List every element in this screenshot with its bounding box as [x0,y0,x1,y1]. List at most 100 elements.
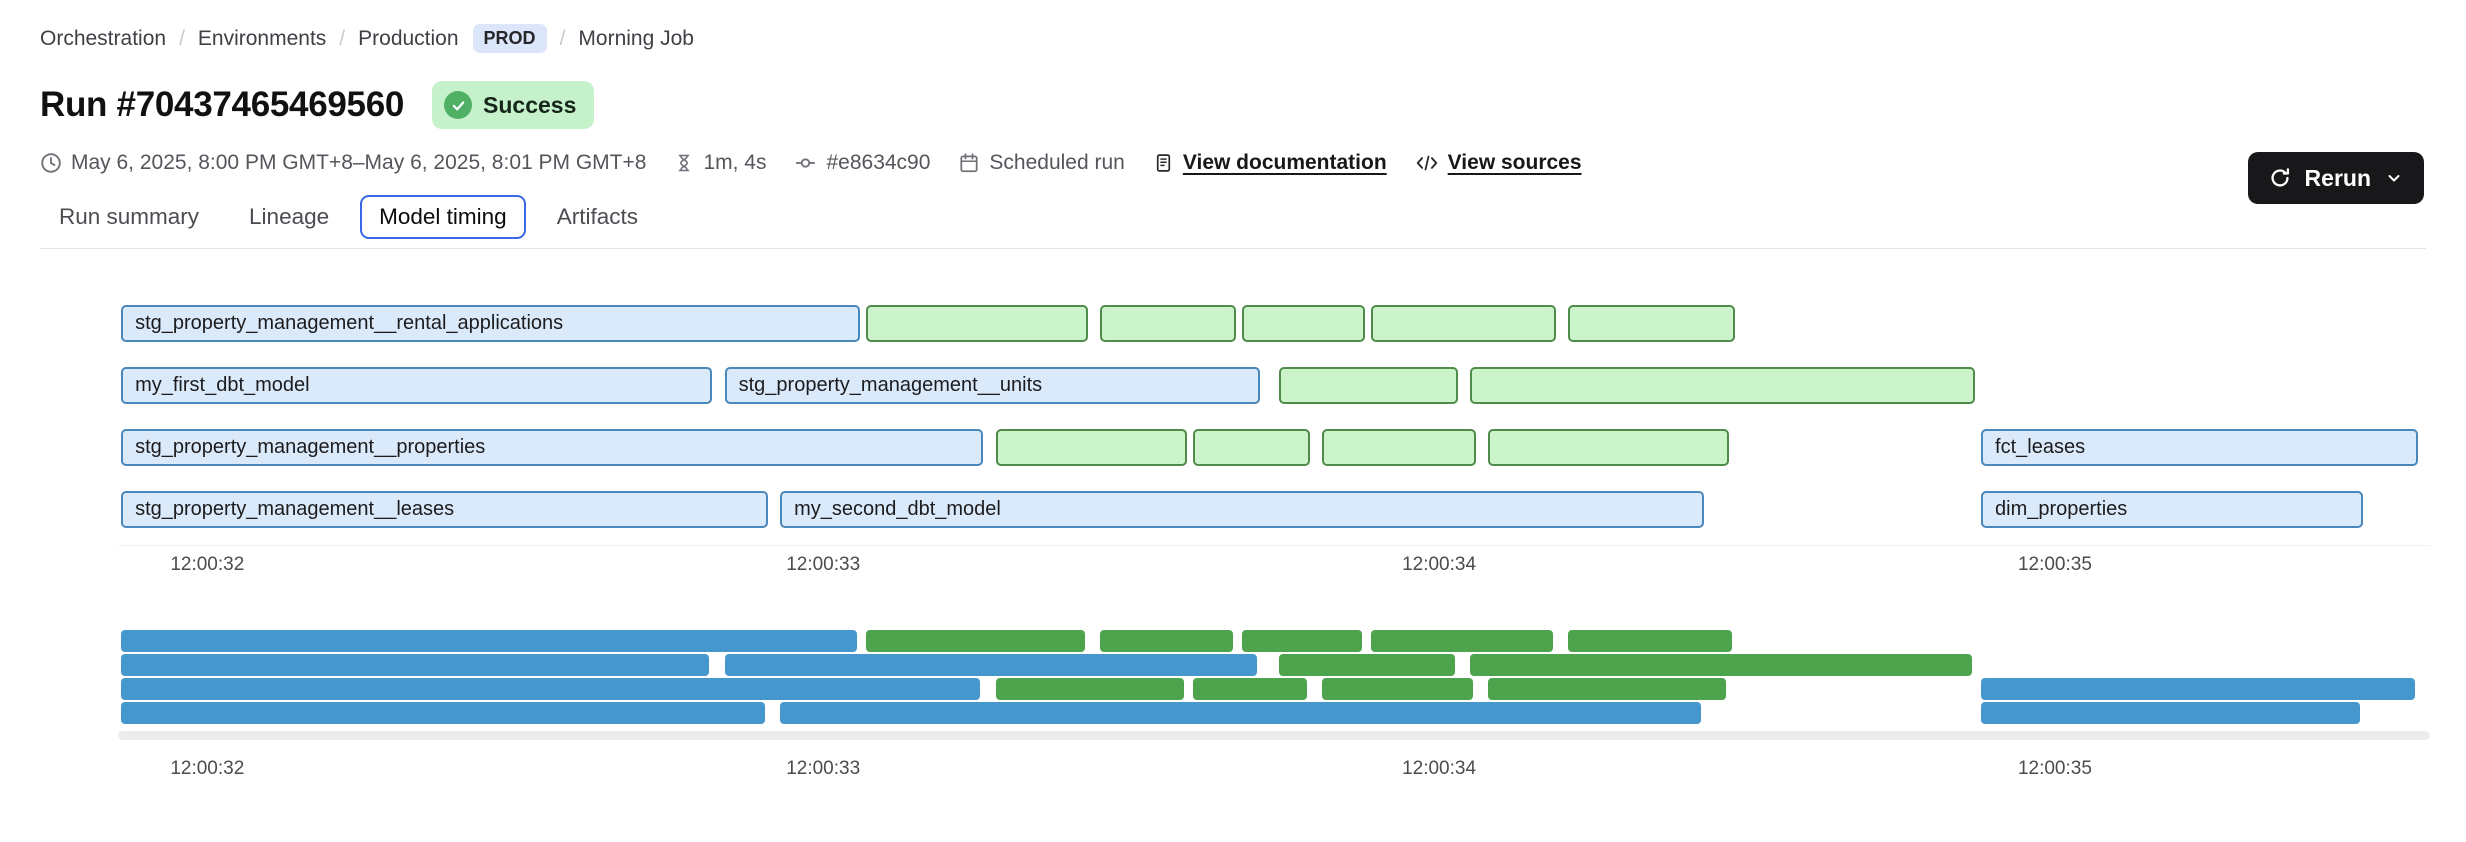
timing-bar[interactable] [866,305,1088,342]
breadcrumb-separator: / [559,26,566,50]
timing-bar-label: stg_property_management__leases [135,498,455,520]
view-sources-link[interactable]: View sources [1447,151,1582,174]
timing-bar[interactable] [1568,305,1735,342]
clock-icon [41,153,61,173]
timing-bar[interactable] [1371,305,1557,342]
tab-lineage[interactable]: Lineage [249,204,330,229]
minimap-scroll-track[interactable] [118,731,2430,740]
minimap-bar[interactable] [1278,654,1455,676]
time-axis-label: 12:00:32 [170,758,245,779]
calendar-icon [960,153,979,173]
breadcrumb-separator: / [179,26,185,50]
hourglass-icon [679,154,690,172]
code-icon [1416,155,1437,171]
minimap-bar[interactable] [1241,630,1363,652]
minimap-bar[interactable] [1322,678,1473,700]
run-meta-row: May 6, 2025, 8:00 PM GMT+8–May 6, 2025, … [40,151,2426,175]
timing-bar[interactable] [1469,367,1975,404]
view-documentation-link[interactable]: View documentation [1182,151,1387,174]
breadcrumb-item-morning-job[interactable]: Morning Job [578,26,694,50]
prod-environment-badge: PROD [472,24,547,53]
breadcrumb-item-orchestration[interactable]: Orchestration [40,26,167,50]
time-axis-label: 12:00:32 [170,554,245,575]
run-date-range: May 6, 2025, 8:00 PM GMT+8–May 6, 2025, … [71,151,647,174]
run-tabs: Run summary Lineage Model timing Artifac… [40,195,2426,249]
minimap-bar[interactable] [995,678,1184,700]
run-duration: 1m, 4s [674,151,766,175]
timing-bar[interactable] [995,429,1187,466]
time-axis-label: 12:00:33 [786,758,861,779]
title-row: Run #70437465469560 Success [40,77,2426,133]
document-icon [1156,154,1170,172]
minimap-bar[interactable] [121,630,858,652]
minimap-bar[interactable] [1192,678,1307,700]
minimap-bar[interactable] [121,654,710,676]
timing-bar[interactable] [1322,429,1476,466]
minimap-bar[interactable] [1371,630,1554,652]
time-axis-label: 12:00:35 [2017,758,2092,779]
timing-bar-label: fct_leases [1995,436,2086,458]
run-trigger: Scheduled run [958,151,1125,175]
minimap-bar[interactable] [1568,630,1732,652]
time-axis-label: 12:00:35 [2017,554,2092,575]
minimap-bar[interactable] [1100,630,1233,652]
timing-bar[interactable] [1488,429,1729,466]
timing-bar-label: my_first_dbt_model [135,374,310,396]
minimap-bar[interactable] [1488,678,1726,700]
minimap-bar[interactable] [724,654,1258,676]
status-badge-label: Success [483,91,577,118]
timing-bar[interactable]: my_first_dbt_model [121,367,713,404]
breadcrumb-item-environments[interactable]: Environments [197,26,327,50]
timing-bar[interactable]: stg_property_management__leases [121,491,768,528]
documentation-link-item: View documentation [1153,151,1387,175]
trigger-label: Scheduled run [989,151,1125,174]
tab-model-timing[interactable]: Model timing [360,195,526,239]
chevron-down-icon [2388,175,2400,182]
minimap-time-axis: 12:00:32 12:00:33 12:00:34 12:00:35 [118,750,2430,790]
minimap-bar[interactable] [1981,702,2360,724]
minimap-bar[interactable] [1981,678,2416,700]
breadcrumb-item-production[interactable]: Production [358,26,459,50]
run-commit: #e8634c90 [794,151,930,175]
minimap-bar[interactable] [866,630,1085,652]
timing-bar-label: stg_property_management__rental_applicat… [135,312,564,334]
timing-bar[interactable] [1241,305,1366,342]
commit-hash: #e8634c90 [826,151,931,174]
rerun-button[interactable]: Rerun [2247,152,2424,204]
time-axis-label: 12:00:33 [786,554,861,575]
gantt-time-axis: 12:00:32 12:00:33 12:00:34 12:00:35 [118,545,2430,586]
timing-bar[interactable] [1192,429,1310,466]
duration-value: 1m, 4s [703,151,767,174]
commit-icon [796,158,816,168]
gantt-minimap[interactable] [118,630,2430,724]
time-axis-label: 12:00:34 [1402,554,1477,575]
timing-bar[interactable]: stg_property_management__properties [121,429,984,466]
rerun-button-label: Rerun [2304,164,2371,191]
timing-bar-label: stg_property_management__units [738,374,1043,396]
run-dates: May 6, 2025, 8:00 PM GMT+8–May 6, 2025, … [40,151,646,175]
minimap-bar[interactable] [780,702,1701,724]
minimap-bar[interactable] [1469,654,1972,676]
timing-bar[interactable]: stg_property_management__rental_applicat… [121,305,861,342]
tab-run-summary[interactable]: Run summary [59,204,200,229]
run-detail-page: Orchestration / Environments / Productio… [0,24,2466,842]
time-axis-label: 12:00:34 [1402,758,1477,779]
timing-bar[interactable] [1100,305,1236,342]
model-timing-chart: stg_property_management__rental_applicat… [118,305,2430,790]
timing-bar-label: my_second_dbt_model [794,498,1001,520]
timing-bar-label: dim_properties [1995,498,2128,520]
sources-link-item: View sources [1415,151,1582,175]
status-badge: Success [432,81,595,129]
timing-bar[interactable] [1278,367,1458,404]
breadcrumb: Orchestration / Environments / Productio… [40,24,2426,53]
timing-bar[interactable]: dim_properties [1981,491,2363,528]
timing-bar[interactable]: my_second_dbt_model [780,491,1704,528]
tab-artifacts[interactable]: Artifacts [556,204,638,229]
minimap-bar[interactable] [121,702,765,724]
timing-bar[interactable]: fct_leases [1981,429,2419,466]
page-title: Run #70437465469560 [40,85,405,124]
minimap-bar[interactable] [121,678,981,700]
refresh-icon [2271,168,2289,187]
timing-bar-label: stg_property_management__properties [135,436,486,458]
timing-bar[interactable]: stg_property_management__units [724,367,1261,404]
